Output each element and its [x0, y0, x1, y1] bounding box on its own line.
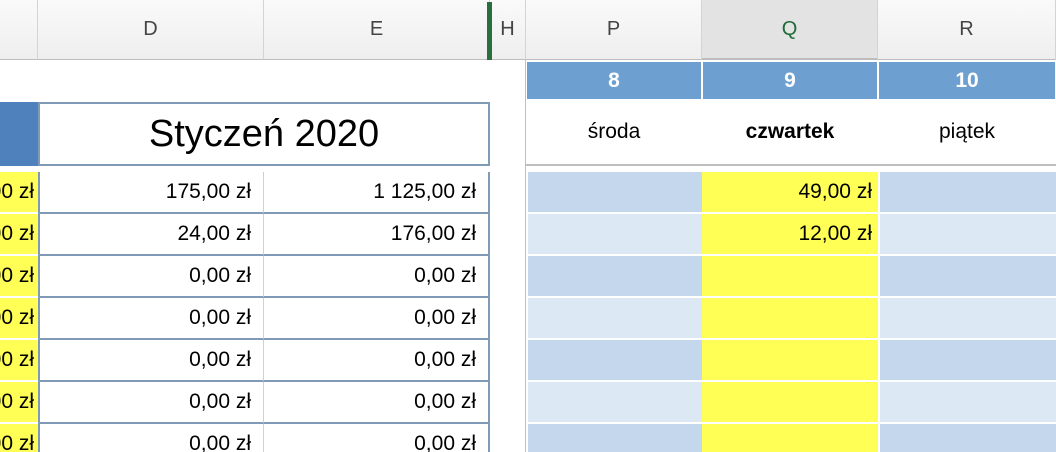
column-header[interactable]: P [526, 0, 702, 60]
amount-cell: 0,00 zł [0, 172, 38, 214]
amount-cell[interactable]: 176,00 zł [264, 214, 490, 256]
day-cell[interactable] [880, 256, 1056, 298]
day-cell[interactable]: 49,00 zł [702, 172, 878, 214]
amount: 0,00 zł [0, 306, 34, 329]
amount: 0,00 zł [0, 264, 34, 287]
amount-cell[interactable]: 175,00 zł [38, 172, 264, 214]
amount-cell[interactable]: 0,00 zł [38, 382, 264, 424]
amount-cell[interactable]: 0,00 zł [264, 298, 490, 340]
day-cell[interactable] [528, 424, 702, 452]
amount-cell[interactable]: 0,00 zł [264, 382, 490, 424]
day-cell[interactable]: 12,00 zł [702, 214, 878, 256]
amount-cell[interactable]: 24,00 zł [38, 214, 264, 256]
amount-cell[interactable]: 0,00 zł [38, 256, 264, 298]
column-header[interactable]: R [878, 0, 1056, 60]
amount-cell: 0,00 zł [0, 382, 38, 424]
amount-cell: 0,00 zł [0, 340, 38, 382]
day-cell[interactable] [702, 340, 878, 382]
amount-cell[interactable]: 0,00 zł [38, 424, 264, 452]
amount-cell[interactable]: 0,00 zł [38, 298, 264, 340]
column-header[interactable]: E [264, 0, 490, 60]
day-cell[interactable] [880, 298, 1056, 340]
day-cell[interactable] [528, 298, 702, 340]
day-cell[interactable] [528, 172, 702, 214]
day-cell[interactable] [528, 382, 702, 424]
amount: 0,00 zł [0, 390, 34, 413]
day-name: środa [526, 100, 702, 166]
day-cell[interactable] [702, 298, 878, 340]
column-divider [525, 60, 526, 452]
day-cell[interactable] [880, 382, 1056, 424]
amount: 0,00 zł [0, 348, 34, 371]
day-number: 9 [703, 62, 877, 99]
header-cell [0, 102, 38, 166]
title: Styczeń 2020 [38, 102, 490, 166]
amount-cell[interactable]: 0,00 zł [264, 256, 490, 298]
column-header[interactable]: H [490, 0, 526, 60]
column-header[interactable]: D [38, 0, 264, 60]
day-name: czwartek [702, 100, 878, 166]
amount-cell[interactable]: 1 125,00 zł [264, 172, 490, 214]
day-cell[interactable] [880, 214, 1056, 256]
amount-cell[interactable]: 0,00 zł [264, 424, 490, 452]
day-cell[interactable] [702, 382, 878, 424]
frozen-divider [487, 2, 492, 60]
day-cell[interactable] [702, 256, 878, 298]
day-number: 8 [527, 62, 701, 99]
amount-cell: 0,00 zł [0, 424, 38, 452]
amount: 0,00 zł [0, 180, 34, 203]
day-cell[interactable] [880, 172, 1056, 214]
day-cell[interactable] [880, 340, 1056, 382]
day-cell[interactable] [880, 424, 1056, 452]
amount-cell[interactable]: 0,00 zł [38, 340, 264, 382]
day-cell[interactable] [528, 340, 702, 382]
day-cell[interactable] [702, 424, 878, 452]
day-cell[interactable] [528, 214, 702, 256]
amount-cell: 0,00 zł [0, 298, 38, 340]
amount-cell: 0,00 zł [0, 214, 38, 256]
amount-cell: 0,00 zł [0, 256, 38, 298]
amount-cell[interactable]: 0,00 zł [264, 340, 490, 382]
day-number: 10 [879, 62, 1055, 99]
day-cell[interactable] [528, 256, 702, 298]
column-header[interactable]: Q [702, 0, 878, 60]
amount: 0,00 zł [0, 222, 34, 245]
column-header[interactable] [0, 0, 38, 60]
amount: 0,00 zł [0, 432, 34, 452]
day-name: piątek [878, 100, 1056, 166]
